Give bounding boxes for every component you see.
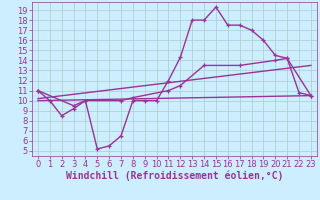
X-axis label: Windchill (Refroidissement éolien,°C): Windchill (Refroidissement éolien,°C) bbox=[66, 171, 283, 181]
